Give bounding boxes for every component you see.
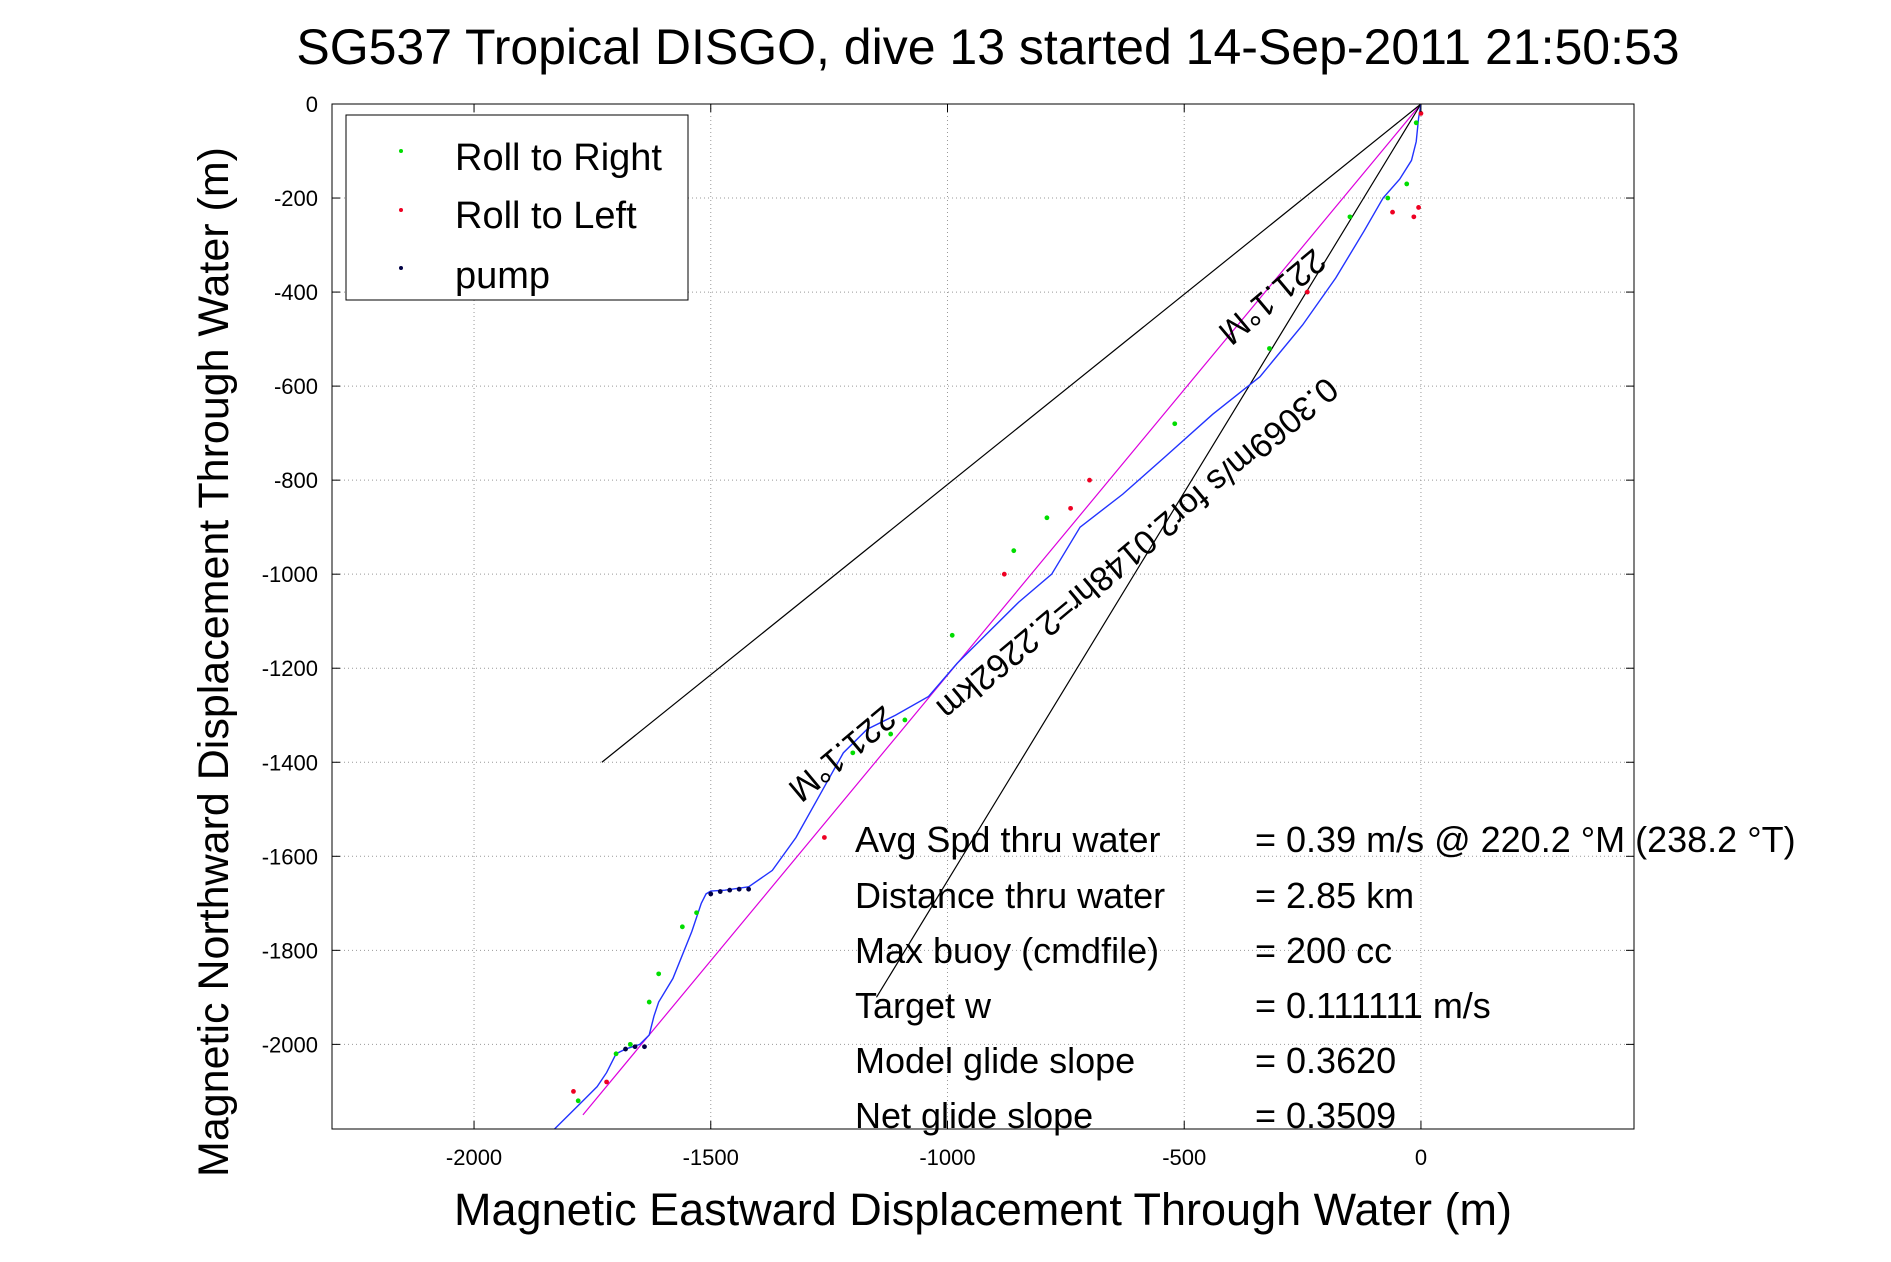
stat-label-max-buoy: Max buoy (cmdfile) <box>855 930 1159 971</box>
pump-marker <box>708 891 714 897</box>
roll-right-marker <box>646 999 652 1005</box>
y-tick-label: -1000 <box>262 562 318 587</box>
x-tick-label: -2000 <box>446 1145 502 1170</box>
y-tick-label: -1200 <box>262 656 318 681</box>
y-tick-label: -1400 <box>262 750 318 775</box>
stat-label-model-glide: Model glide slope <box>855 1040 1135 1081</box>
reference-line <box>582 103 1422 1116</box>
roll-right-marker <box>679 924 685 930</box>
roll-right-marker <box>1044 515 1050 521</box>
annotation-speed: 0.3069m/s for2.0148hr=2.2262km <box>929 370 1345 728</box>
roll-left-marker <box>1001 571 1007 577</box>
stat-value-model-glide: = 0.3620 <box>1255 1040 1396 1081</box>
roll-right-marker <box>656 971 662 977</box>
y-tick-label: 0 <box>306 92 318 117</box>
stat-label-net-glide: Net glide slope <box>855 1095 1093 1136</box>
stat-value-max-buoy: = 200 cc <box>1255 930 1392 971</box>
pump-marker <box>717 889 723 894</box>
roll-right-marker <box>902 717 908 723</box>
x-tick-label: -1000 <box>919 1145 975 1170</box>
rotated-annotations: 221.1°M 0.3069m/s for2.0148hr=2.2262km 2… <box>781 241 1345 809</box>
x-tick-label: -1500 <box>683 1145 739 1170</box>
roll-right-marker <box>1172 421 1178 427</box>
roll-left-marker <box>1418 111 1424 116</box>
y-tick-label: -2000 <box>262 1032 318 1057</box>
roll-left-marker <box>1068 505 1073 511</box>
track-line <box>554 103 1422 1130</box>
legend-label-roll-right: Roll to Right <box>455 137 662 179</box>
y-tick-label: -400 <box>274 280 318 305</box>
pump-marker <box>727 887 733 893</box>
roll-left-marker <box>1304 289 1310 295</box>
stat-value-net-glide: = 0.3509 <box>1255 1095 1396 1136</box>
reference-line <box>875 103 1422 998</box>
legend-marker-roll-right <box>399 149 403 153</box>
roll-right-marker <box>949 632 955 638</box>
pump-marker <box>623 1046 628 1052</box>
roll-left-marker <box>1411 214 1417 220</box>
roll-right-marker <box>694 910 699 916</box>
legend: Roll to Right Roll to Left pump <box>345 114 689 301</box>
y-axis-label: Magnetic Northward Displacement Through … <box>190 147 238 1177</box>
trajectory-track <box>554 103 1422 1130</box>
y-tick-label: -200 <box>274 186 318 211</box>
roll-left-marker <box>821 835 827 840</box>
roll-left-marker <box>571 1088 576 1094</box>
roll-right-marker <box>1347 214 1353 220</box>
x-tick-label: 0 <box>1415 1145 1427 1170</box>
roll-left-marker <box>1087 477 1092 483</box>
stat-value-avg-speed: = 0.39 m/s @ 220.2 °M (238.2 °T) <box>1255 819 1796 860</box>
stats-block: Avg Spd thru water = 0.39 m/s @ 220.2 °M… <box>855 819 1796 1136</box>
x-tick-label: -500 <box>1162 1145 1206 1170</box>
chart-title: SG537 Tropical DISGO, dive 13 started 14… <box>296 19 1679 75</box>
roll-left-marker <box>1390 209 1395 215</box>
x-axis-label: Magnetic Eastward Displacement Through W… <box>454 1184 1512 1235</box>
stat-label-distance: Distance thru water <box>855 875 1165 916</box>
annotation-heading-bottom: 221.1°M <box>781 698 903 809</box>
roll-right-marker <box>575 1098 581 1104</box>
stat-label-avg-speed: Avg Spd thru water <box>855 819 1161 860</box>
reference-line <box>601 103 1422 763</box>
roll-right-marker <box>613 1051 619 1057</box>
roll-right-marker <box>850 750 856 756</box>
pump-marker <box>642 1044 647 1050</box>
roll-right-marker <box>1011 548 1017 554</box>
stat-value-distance: = 2.85 km <box>1255 875 1414 916</box>
y-tick-label: -1600 <box>262 844 318 869</box>
legend-label-roll-left: Roll to Left <box>455 195 637 237</box>
pump-marker <box>632 1044 638 1050</box>
legend-marker-roll-left <box>399 208 403 212</box>
y-tick-label: -1800 <box>262 938 318 963</box>
legend-box <box>345 114 689 301</box>
plot-frame <box>331 103 1635 1130</box>
roll-left-marker <box>604 1079 610 1085</box>
roll-right-marker <box>1413 120 1419 126</box>
roll-right-marker <box>1385 195 1391 201</box>
y-tick-label: -600 <box>274 374 318 399</box>
legend-label-pump: pump <box>455 255 550 297</box>
y-tick-label: -800 <box>274 468 318 493</box>
reference-lines <box>582 103 1422 1116</box>
axis-ticks: -2000 -1500 -1000 -500 0 0 -200 -400 -600 -800 -10… <box>262 92 1634 1170</box>
pump-marker <box>746 886 752 892</box>
roll-right-marker <box>627 1041 633 1047</box>
legend-marker-pump <box>399 266 403 270</box>
stat-label-target-w: Target w <box>855 985 992 1026</box>
roll-markers <box>571 111 1424 1104</box>
pump-marker <box>736 886 742 892</box>
stat-value-target-w: = 0.111111 m/s <box>1255 985 1491 1026</box>
roll-left-marker <box>1416 205 1421 210</box>
roll-right-marker <box>888 731 894 737</box>
roll-right-marker <box>1404 181 1410 187</box>
roll-right-marker <box>1267 346 1272 351</box>
